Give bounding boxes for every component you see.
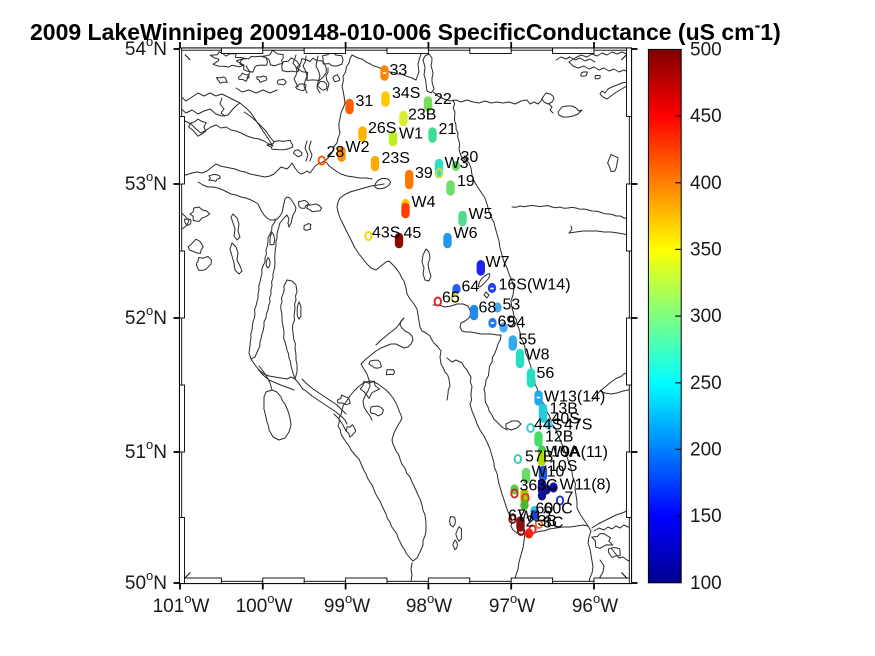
svg-text:W7: W7 bbox=[486, 254, 510, 271]
svg-text:22: 22 bbox=[434, 91, 452, 108]
svg-text:60: 60 bbox=[536, 501, 554, 518]
svg-text:64: 64 bbox=[462, 279, 480, 296]
svg-text:100oW: 100oW bbox=[236, 591, 293, 617]
svg-text:3B: 3B bbox=[538, 513, 558, 530]
svg-text:19: 19 bbox=[457, 173, 475, 190]
svg-text:50oN: 50oN bbox=[125, 568, 167, 594]
svg-text:31: 31 bbox=[356, 93, 374, 110]
svg-text:34S: 34S bbox=[392, 85, 420, 102]
svg-text:54oN: 54oN bbox=[125, 34, 167, 60]
svg-text:W5: W5 bbox=[469, 206, 493, 223]
svg-text:W10: W10 bbox=[532, 464, 565, 481]
svg-text:W11(8): W11(8) bbox=[560, 477, 611, 494]
svg-text:44S: 44S bbox=[534, 417, 562, 434]
svg-text:W9A(11): W9A(11) bbox=[546, 444, 608, 461]
svg-text:100: 100 bbox=[690, 573, 722, 594]
svg-text:13B: 13B bbox=[550, 401, 578, 418]
svg-text:67: 67 bbox=[508, 508, 526, 525]
svg-text:200: 200 bbox=[690, 439, 722, 460]
svg-text:55: 55 bbox=[519, 332, 537, 349]
svg-text:W12: W12 bbox=[519, 509, 552, 526]
svg-text:21: 21 bbox=[439, 121, 457, 138]
svg-text:10S: 10S bbox=[549, 458, 577, 475]
svg-text:68: 68 bbox=[479, 300, 497, 317]
svg-text:39: 39 bbox=[415, 165, 433, 182]
svg-text:51oN: 51oN bbox=[125, 437, 167, 463]
svg-text:3C: 3C bbox=[537, 477, 557, 494]
svg-text:450: 450 bbox=[690, 106, 722, 127]
svg-text:36: 36 bbox=[520, 478, 538, 495]
svg-text:400: 400 bbox=[690, 173, 722, 194]
svg-text:W4: W4 bbox=[412, 194, 436, 211]
svg-text:56: 56 bbox=[537, 365, 555, 382]
svg-text:2009 LakeWinnipeg 2009148-010-: 2009 LakeWinnipeg 2009148-010-006 Specif… bbox=[30, 16, 781, 45]
svg-text:7: 7 bbox=[565, 490, 574, 507]
svg-text:28: 28 bbox=[327, 144, 345, 161]
svg-text:3C: 3C bbox=[543, 515, 563, 532]
svg-text:40S: 40S bbox=[552, 411, 580, 428]
svg-text:W2: W2 bbox=[346, 139, 370, 156]
svg-text:W13(14): W13(14) bbox=[544, 389, 605, 406]
svg-text:500: 500 bbox=[690, 39, 722, 60]
svg-text:53: 53 bbox=[503, 297, 521, 314]
svg-text:2: 2 bbox=[526, 514, 535, 531]
svg-text:350: 350 bbox=[690, 239, 722, 260]
svg-text:60C: 60C bbox=[544, 501, 573, 518]
svg-text:W8: W8 bbox=[526, 347, 550, 364]
svg-text:43S: 43S bbox=[372, 225, 400, 242]
svg-text:26S: 26S bbox=[368, 120, 396, 137]
svg-text:23S: 23S bbox=[382, 150, 410, 167]
svg-text:W1: W1 bbox=[399, 126, 423, 143]
svg-text:33: 33 bbox=[390, 62, 408, 79]
svg-text:12B: 12B bbox=[545, 429, 573, 446]
svg-text:54: 54 bbox=[508, 315, 526, 332]
svg-text:65: 65 bbox=[442, 290, 460, 307]
svg-text:57B: 57B bbox=[525, 449, 553, 466]
svg-text:99oW: 99oW bbox=[324, 591, 370, 617]
svg-text:53oN: 53oN bbox=[125, 169, 167, 195]
svg-text:W6: W6 bbox=[454, 225, 478, 242]
svg-text:250: 250 bbox=[690, 373, 722, 394]
svg-text:23B: 23B bbox=[408, 107, 436, 124]
svg-text:150: 150 bbox=[690, 506, 722, 527]
svg-text:30: 30 bbox=[461, 149, 479, 166]
svg-text:45: 45 bbox=[404, 225, 422, 242]
svg-text:47S: 47S bbox=[564, 417, 592, 434]
svg-text:16S(W14): 16S(W14) bbox=[499, 277, 571, 294]
svg-text:W3: W3 bbox=[445, 155, 469, 172]
svg-text:52oN: 52oN bbox=[125, 303, 167, 329]
svg-text:10A: 10A bbox=[551, 444, 580, 461]
svg-text:69: 69 bbox=[498, 314, 516, 331]
svg-text:101oW: 101oW bbox=[153, 591, 210, 617]
svg-text:300: 300 bbox=[690, 306, 722, 327]
